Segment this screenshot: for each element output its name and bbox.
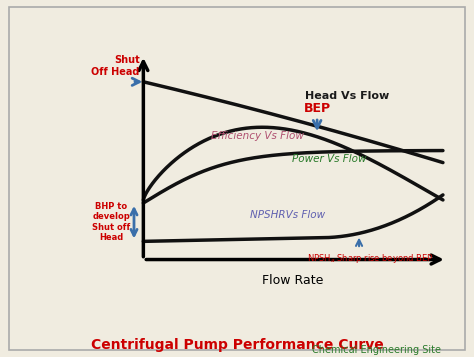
Text: Head Vs Flow: Head Vs Flow (305, 91, 389, 101)
Text: BHP to
develop
Shut off
Head: BHP to develop Shut off Head (92, 202, 131, 242)
Text: NPSH$_a$ Sharp rise beyond BEP: NPSH$_a$ Sharp rise beyond BEP (307, 252, 434, 265)
Text: NPSHRVs Flow: NPSHRVs Flow (250, 210, 325, 220)
Text: Centrifugal Pump Performance Curve: Centrifugal Pump Performance Curve (91, 338, 383, 352)
Text: Chemical Engineering Site: Chemical Engineering Site (312, 345, 441, 355)
Text: Power Vs Flow: Power Vs Flow (292, 154, 366, 164)
Text: Efficiency Vs Flow: Efficiency Vs Flow (211, 131, 304, 141)
Text: Shut
Off Head: Shut Off Head (91, 55, 140, 77)
Text: Flow Rate: Flow Rate (263, 274, 324, 287)
Text: BEP: BEP (303, 101, 331, 115)
